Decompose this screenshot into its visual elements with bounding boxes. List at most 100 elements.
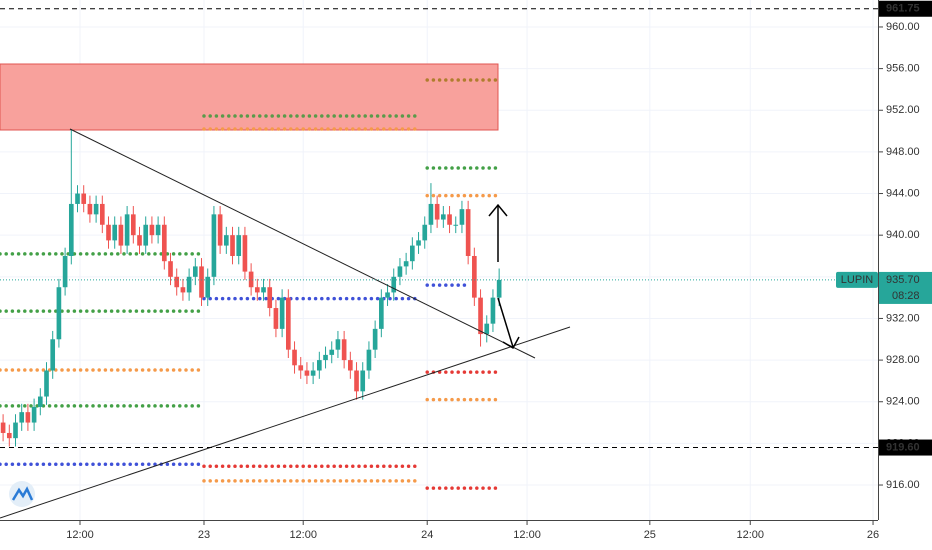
candle-body (31, 406, 37, 423)
candle-body (422, 224, 428, 241)
candle-body (186, 276, 192, 293)
y-tick-label: 956.00 (886, 63, 920, 75)
x-tick-label: 12:00 (737, 529, 765, 541)
candle-body (434, 203, 440, 220)
candle-body (93, 203, 99, 215)
candle-body (137, 235, 142, 246)
x-tick-label: 24 (421, 529, 433, 541)
candle-body (279, 297, 285, 329)
y-tick-label: 924.00 (886, 396, 920, 408)
trend-line (69, 128, 536, 359)
last-price-label: 935.70 (886, 274, 920, 286)
candle-body (112, 224, 118, 241)
candle-body (366, 349, 372, 371)
arrows (488, 203, 520, 350)
candle-body (360, 370, 366, 392)
candle-body (335, 339, 341, 350)
candle-body (217, 214, 223, 246)
candle-body (223, 235, 229, 246)
x-tick-label: 12:00 (513, 529, 541, 541)
candle-body (99, 203, 105, 225)
axes: 960.00956.00952.00948.00944.00940.00936.… (66, 0, 932, 541)
logo (9, 481, 35, 507)
candle-body (329, 349, 335, 355)
x-tick-label: 25 (644, 529, 656, 541)
candle-body (81, 193, 87, 204)
candle-body (205, 276, 211, 298)
price-label-bg (879, 439, 932, 456)
y-tick-label: 940.00 (886, 229, 920, 241)
candle-body (379, 297, 384, 329)
candle-body (62, 255, 68, 288)
y-tick-label: 944.00 (886, 187, 920, 199)
candle-body (248, 271, 254, 288)
x-tick-label: 12:00 (66, 529, 94, 541)
candle-body (174, 276, 180, 288)
arrow-down (497, 297, 514, 348)
supply-zone (0, 63, 499, 131)
candle-body (441, 214, 446, 220)
y-tick-label: 948.00 (886, 146, 920, 158)
candle-body (155, 224, 161, 236)
candle-body (348, 360, 353, 371)
last-price-bg (879, 271, 932, 304)
candle-body (478, 297, 483, 335)
candle-body (25, 412, 31, 423)
candle-body (385, 292, 390, 298)
price-label-bg (879, 0, 932, 17)
candle-body (180, 287, 186, 293)
candle-body (106, 224, 111, 241)
levels (0, 78, 502, 490)
x-tick-label: 12:00 (289, 529, 317, 541)
candle-body (199, 266, 204, 298)
candle-body (0, 422, 6, 433)
y-axis-bg (878, 0, 932, 520)
candle-body (304, 370, 310, 376)
candle-body (447, 214, 452, 225)
candle-body (19, 412, 25, 423)
candle-body (410, 245, 415, 262)
candle-body (465, 209, 471, 256)
y-tick-label: 952.00 (886, 104, 920, 116)
candle-body (453, 224, 459, 226)
price-label: 919.60 (886, 441, 920, 453)
candle-body (254, 287, 260, 293)
candle-body (149, 224, 155, 236)
candle-body (323, 354, 328, 361)
y-tick-label: 916.00 (886, 479, 920, 491)
symbol-label-bg (836, 271, 878, 288)
candle-body (341, 339, 347, 361)
candle-body (50, 339, 56, 371)
candle-body (428, 203, 434, 225)
candle-body (292, 349, 297, 366)
price-label: 961.75 (886, 3, 920, 15)
candle-body (192, 266, 198, 277)
candle-body (168, 261, 173, 277)
arrow-head (488, 203, 508, 217)
candle-body (242, 235, 248, 272)
candle-body (298, 365, 304, 371)
candle-body (403, 261, 409, 267)
candle-body (317, 360, 322, 371)
candle-body (273, 308, 279, 329)
candle-body (75, 193, 80, 204)
symbol-label: LUPIN (841, 274, 873, 286)
candle-body (490, 297, 496, 324)
candle-body (310, 370, 316, 376)
candle-body (6, 432, 12, 439)
candle-body (397, 266, 403, 277)
candle-body (56, 287, 62, 340)
trend-line (0, 326, 571, 519)
candle-body (472, 255, 477, 298)
candle-body (68, 203, 74, 256)
candle-body (13, 422, 18, 439)
candle-body (236, 235, 242, 256)
y-tick-label: 928.00 (886, 354, 920, 366)
candle-body (261, 287, 266, 293)
y-tick-label: 932.00 (886, 312, 920, 324)
price-lines (0, 8, 878, 449)
candle-body (484, 323, 490, 335)
candle-body (143, 224, 149, 246)
candle-body (87, 203, 93, 215)
